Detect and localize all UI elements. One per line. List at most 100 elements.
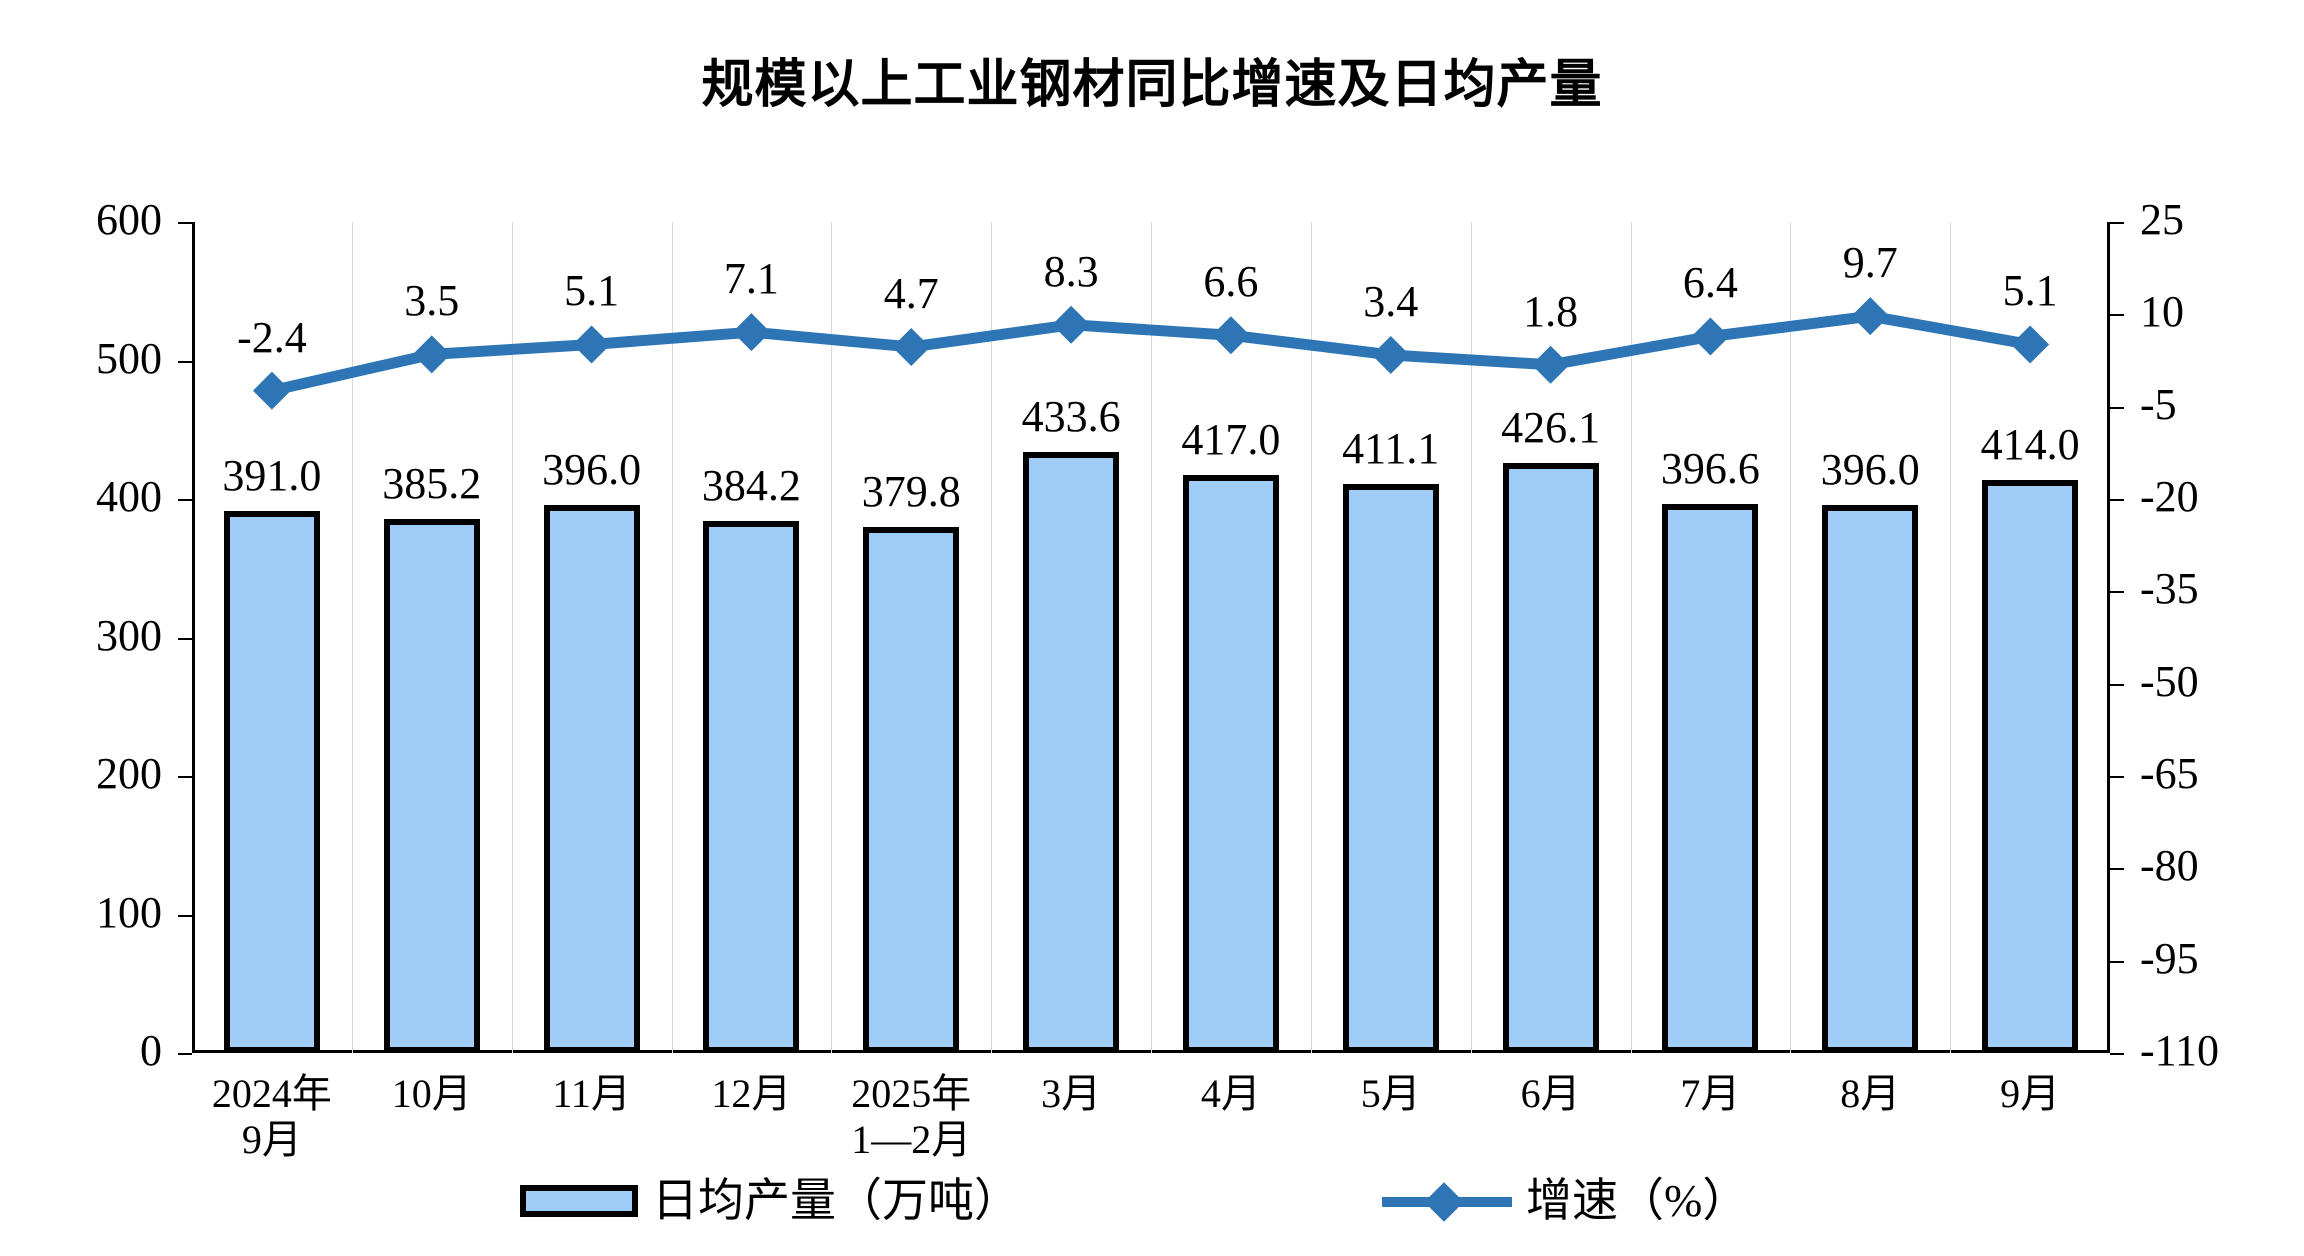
y-axis-left-tick [178,637,192,640]
line-value-label: 3.5 [404,276,460,326]
diamond-marker-icon [1211,316,1250,355]
y-axis-right-tick-label: -80 [2140,841,2199,891]
growth-line-path [270,310,2032,397]
legend-item-bar[interactable]: 日均产量（万吨） [520,1166,1020,1236]
category-separator [831,222,833,1053]
bar-value-label: 385.2 [382,459,482,509]
y-axis-right-tick [2110,960,2124,963]
bar-value-label: 396.6 [1660,443,1760,493]
bar [1182,475,1279,1053]
x-axis-label: 9月 [1920,1071,2140,1117]
x-axis-label-line1: 4月 [1200,1071,1261,1116]
bar-value-label: 379.8 [861,466,961,516]
x-axis-label-line1: 11月 [552,1071,631,1116]
category-separator [671,222,673,1053]
y-axis-right-tick [2110,406,2124,409]
diamond-marker-icon [1691,317,1730,356]
bar [383,519,480,1053]
x-axis-label-line1: 7月 [1680,1071,1741,1116]
y-axis-left-tick [178,222,192,224]
category-separator [511,222,513,1053]
y-axis-left-tick [178,499,192,501]
legend-bar-swatch-icon [520,1185,638,1217]
line-value-label: 5.1 [2002,266,2058,316]
line-value-label: 3.4 [1363,276,1419,326]
category-separator [1790,222,1792,1053]
line-value-label: 1.8 [1523,286,1579,336]
bar [223,511,320,1053]
bar-value-label: 411.1 [1342,423,1440,473]
y-axis-left-tick [178,360,192,363]
y-axis-left-tick-label: 600 [96,195,162,244]
x-axis-label: 2025年 1—2月 [801,1071,1021,1163]
legend-item-line[interactable]: 增速（%） [1382,1166,1748,1236]
y-axis-right-tick [2110,499,2124,501]
x-axis-label-line1: 10月 [391,1071,472,1116]
line-series [252,297,2050,410]
line-value-label: 4.7 [883,268,939,318]
diamond-marker-icon [1851,297,1890,336]
x-axis-label: 8月 [1760,1071,1980,1117]
chart-legend: 日均产量（万吨） 增速（%） [0,1166,2304,1236]
y-axis-right-tick-label: -5 [2140,379,2177,429]
bar-value-label: 417.0 [1181,415,1281,465]
category-separator [1950,222,1952,1053]
category-separator [1151,222,1152,1053]
line-value-label: 6.6 [1203,257,1259,307]
y-axis-right-tick [2110,776,2124,778]
diamond-marker-icon [2011,325,2050,364]
x-axis-label: 10月 [322,1071,542,1117]
y-axis-right-tick-label: -35 [2140,564,2199,614]
x-axis-label-line1: 5月 [1360,1071,1421,1116]
line-value-label: -2.4 [237,312,307,362]
y-axis-left-tick [178,914,192,917]
x-axis-label-line1: 9月 [2000,1071,2061,1116]
x-axis-label: 3月 [961,1071,1181,1117]
y-axis-left-tick-label: 300 [96,610,162,660]
y-axis-right-tick-label: -65 [2140,749,2199,798]
diamond-marker-icon [732,313,771,352]
bar-value-label: 384.2 [701,460,801,510]
y-axis-right-tick [2110,868,2124,871]
category-separator [1470,222,1472,1053]
x-axis-label-line1: 12月 [711,1071,792,1116]
diamond-marker-icon [1052,305,1091,344]
x-axis-label-line1: 3月 [1041,1071,1102,1116]
x-axis-label-line1: 2024年 [211,1071,332,1116]
y-axis-left-line [192,222,195,1053]
x-axis-label: 6月 [1441,1071,1661,1117]
x-axis-label-line1: 8月 [1840,1071,1901,1116]
y-axis-left-tick-label: 400 [96,472,162,521]
y-axis-left-tick [178,1053,192,1055]
y-axis-left-tick-label: 0 [140,1026,162,1075]
bar [1502,462,1599,1053]
bar [1342,483,1439,1053]
page-title: 规模以上工业钢材同比增速及日均产量 [701,56,1603,114]
y-axis-right-tick-label: -110 [2140,1026,2220,1075]
y-axis-right-tick-label: 25 [2140,195,2184,244]
bar [1982,479,2079,1053]
category-separator [1630,222,1632,1053]
diamond-marker-icon [1531,345,1570,384]
y-axis-right-tick-label: 10 [2140,287,2184,337]
x-axis-label-line1: 6月 [1520,1071,1581,1116]
bar [1822,504,1919,1053]
plot-area [178,222,2124,1055]
legend-diamond-marker-icon [1424,1182,1464,1222]
line-value-label: 8.3 [1043,246,1099,296]
line-value-label: 5.1 [564,266,620,316]
y-axis-left-tick-label: 100 [96,887,162,937]
y-axis-right-tick [2110,222,2124,224]
category-separator [991,222,993,1053]
y-axis-right-tick [2110,683,2124,686]
y-axis-right-tick-label: -20 [2140,472,2199,521]
y-axis-left-tick-label: 500 [96,333,162,383]
x-axis-label-line2: 1—2月 [851,1117,972,1162]
y-axis-right-tick-label: -50 [2140,656,2199,706]
x-axis-label: 4月 [1121,1071,1341,1117]
line-value-label: 6.4 [1682,258,1738,308]
line-value-label: 7.1 [723,254,779,304]
legend-line-label: 增速（%） [1526,1175,1749,1226]
y-axis-right-tick [2110,314,2124,317]
diamond-marker-icon [252,371,291,410]
